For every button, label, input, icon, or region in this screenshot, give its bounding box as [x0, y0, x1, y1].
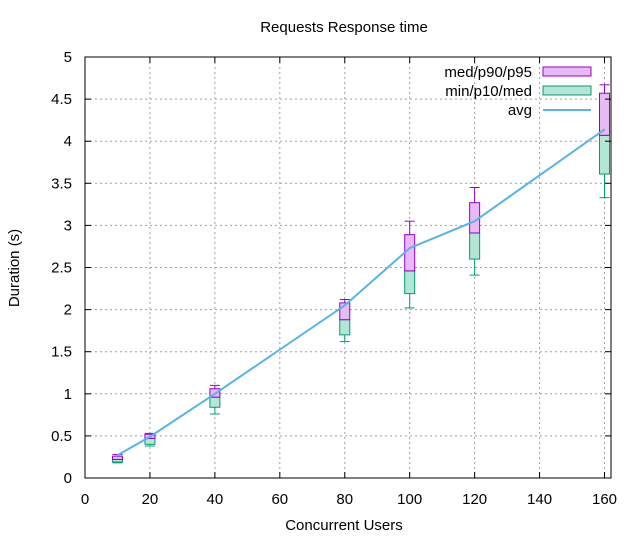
- lower-box: [404, 270, 416, 295]
- legend-label-avg: avg: [508, 102, 532, 119]
- x-tick-label: 160: [592, 491, 617, 508]
- y-tick-label: 3.5: [51, 175, 72, 192]
- avg-line: [116, 128, 606, 457]
- y-tick-label: 1.5: [51, 344, 72, 361]
- x-axis-label: Concurrent Users: [285, 517, 403, 534]
- plot-border: [84, 56, 612, 479]
- tick-layer: 0 20 40 60 80 100 120 140 160 0 0.5 1 1.5 2 2.5 3 3.5 4 4.…: [51, 49, 617, 508]
- box-group: [339, 298, 351, 343]
- avg-point: [116, 454, 119, 457]
- legend-swatch-upper: [542, 66, 592, 77]
- lower-box: [339, 319, 351, 336]
- legend-label-upper: med/p90/p95: [444, 64, 532, 81]
- x-tick-label: 0: [81, 491, 89, 508]
- y-tick-label: 1: [64, 386, 72, 403]
- box-group: [469, 187, 481, 276]
- x-tick-label: 60: [271, 491, 288, 508]
- avg-point: [408, 247, 411, 249]
- lower-box: [209, 396, 221, 408]
- y-axis-label: Duration (s): [6, 229, 23, 307]
- y-tick-label: 0: [64, 470, 72, 487]
- y-tick-label: 5: [64, 49, 72, 66]
- x-tick-label: 20: [142, 491, 159, 508]
- legend-swatch-lower: [542, 85, 592, 96]
- y-tick-label: 4.5: [51, 91, 72, 108]
- avg-point: [149, 435, 151, 438]
- chart-title: Requests Response time: [260, 19, 428, 36]
- avg-point: [343, 304, 346, 307]
- y-tick-label: 0.5: [51, 428, 72, 445]
- x-tick-label: 40: [207, 491, 224, 508]
- box-group: [599, 84, 611, 199]
- y-tick-label: 2.5: [51, 260, 72, 277]
- box-group: [404, 220, 416, 309]
- grid-layer: [85, 57, 611, 478]
- upper-box: [339, 302, 351, 321]
- box-group: [209, 384, 221, 415]
- x-tick-label: 140: [527, 491, 552, 508]
- y-tick-label: 4: [64, 133, 72, 150]
- x-tick-label: 80: [336, 491, 353, 508]
- upper-box: [404, 234, 416, 272]
- box-layer: [111, 84, 611, 464]
- y-tick-label: 3: [64, 217, 72, 234]
- avg-point: [603, 128, 606, 131]
- y-tick-label: 2: [64, 302, 72, 319]
- avg-line-layer: [116, 128, 606, 457]
- x-tick-label: 100: [397, 491, 422, 508]
- upper-box: [111, 455, 123, 460]
- legend-label-lower: min/p10/med: [445, 83, 532, 100]
- x-tick-label: 120: [462, 491, 487, 508]
- lower-box: [469, 232, 481, 260]
- legend: med/p90/p95 min/p10/med avg: [444, 64, 592, 119]
- avg-point: [214, 393, 216, 395]
- avg-point: [473, 220, 476, 222]
- upper-box: [599, 92, 611, 136]
